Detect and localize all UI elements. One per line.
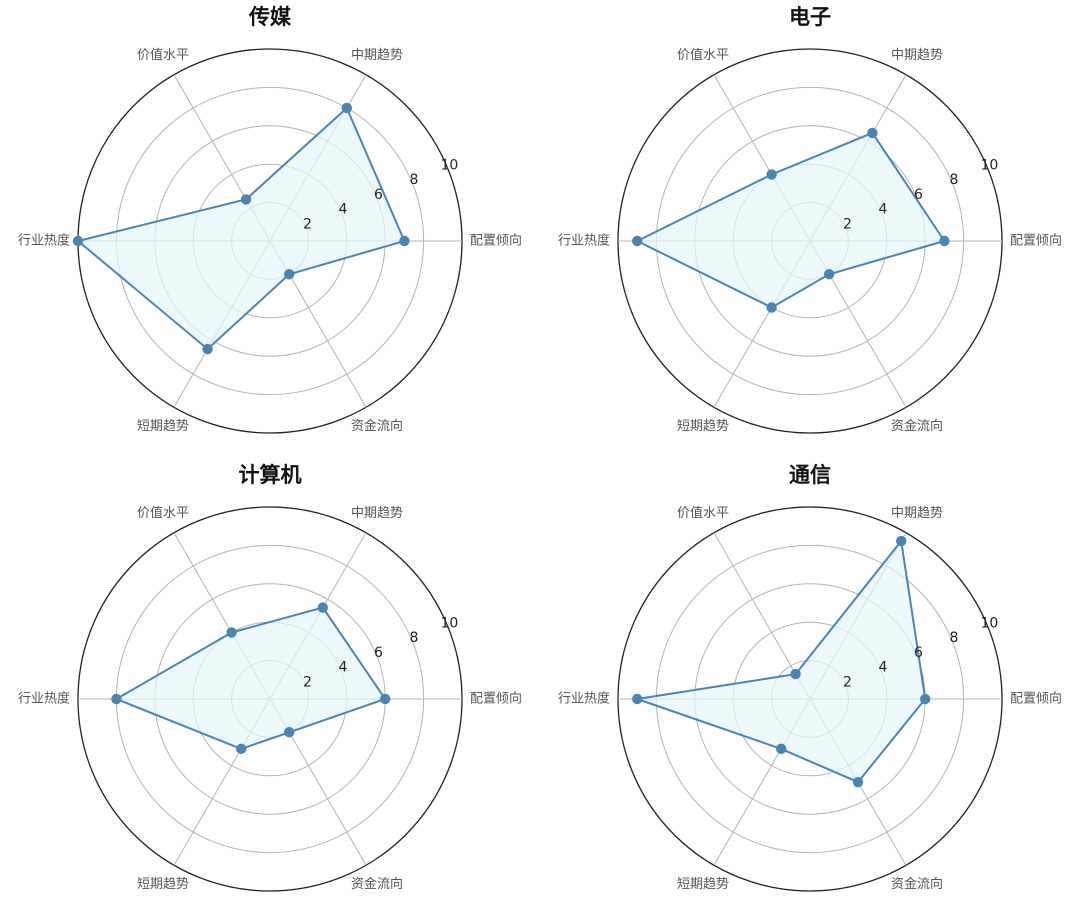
axis-label: 资金流向 [351,418,403,434]
radial-tick-label: 6 [914,187,923,203]
data-point [867,127,878,139]
data-point [632,235,643,247]
radial-tick-label: 4 [338,202,347,218]
data-point [920,693,931,705]
radial-tick-label: 2 [843,674,852,690]
radial-tick-label: 8 [409,630,418,646]
axis-label: 配置倾向 [1010,233,1062,249]
data-point [341,102,352,114]
chart-title: 计算机 [239,463,302,487]
data-point [766,169,777,180]
data-point [766,302,777,313]
data-point [284,727,295,738]
data-point [111,693,122,705]
axis-label: 资金流向 [351,876,403,892]
data-point [226,627,237,638]
radial-tick-label: 6 [914,645,923,661]
axis-label: 中期趋势 [351,47,403,63]
axis-label: 资金流向 [891,418,943,434]
chart-title: 通信 [789,463,831,487]
radar-panel-telecom: 2 4 6 8 10 配置倾向 中期趋势 价值水平行业热度短期趋势 资金流向 通信 [540,458,1080,917]
radial-tick-label: 4 [878,660,887,676]
radial-tick-label: 10 [440,616,458,632]
axis-label: 资金流向 [891,876,943,892]
axis-label: 价值水平 [677,505,729,521]
data-point [896,535,907,547]
data-point [240,194,252,205]
data-point [399,235,410,247]
data-point [284,269,295,280]
radial-tick-label: 4 [878,202,887,218]
radial-tick-label: 6 [374,187,383,203]
radial-tick-label: 8 [949,630,958,646]
axis-label: 价值水平 [137,47,189,63]
series-area [116,607,386,749]
axis-label: 行业热度 [558,233,610,249]
series-area [637,132,945,308]
radial-tick-label: 4 [338,660,347,676]
data-point [72,235,84,247]
data-point [236,743,247,755]
axis-label: 配置倾向 [470,233,522,249]
data-point [776,743,787,755]
radial-tick-label: 10 [440,158,458,174]
radial-tick-label: 6 [374,645,383,661]
radar-panel-media: 2 4 6 8 10 配置倾向 中期趋势 价值水平行业热度短期趋势 资金流向 传媒 [0,0,540,458]
series-area [637,541,926,783]
axis-label: 价值水平 [677,47,729,63]
axis-label: 短期趋势 [137,418,189,434]
radial-tick-label: 10 [980,616,998,632]
chart-title: 传媒 [248,5,292,29]
chart-title: 电子 [789,5,831,29]
axis-label: 短期趋势 [677,876,729,892]
axis-label: 行业热度 [558,691,610,707]
radial-tick-label: 2 [843,216,852,232]
data-point [939,235,950,247]
data-point [317,602,328,613]
axis-label: 配置倾向 [1010,691,1062,707]
axis-label: 中期趋势 [891,47,943,63]
axis-label: 配置倾向 [470,691,522,707]
axis-label: 短期趋势 [677,418,729,434]
axis-label: 价值水平 [137,505,189,521]
data-point [790,668,801,680]
radial-tick-label: 2 [303,674,312,690]
radial-tick-label: 2 [303,216,312,232]
radar-panel-computer: 2 4 6 8 10 配置倾向 中期趋势 价值水平行业热度短期趋势 资金流向 计算机 [0,458,540,917]
radial-tick-label: 8 [949,172,958,188]
axis-label: 行业热度 [18,691,70,707]
radar-panel-electronics: 2 4 6 8 10 配置倾向 中期趋势 价值水平行业热度短期趋势 资金流向 电子 [540,0,1080,458]
data-point [852,776,864,788]
series-area [78,108,405,350]
data-point [380,693,391,705]
data-point [632,693,643,705]
axis-label: 行业热度 [18,233,70,249]
radial-tick-label: 10 [980,158,998,174]
data-point [824,269,835,280]
axis-label: 短期趋势 [137,876,189,892]
axis-label: 中期趋势 [891,505,943,521]
radial-tick-label: 8 [409,172,418,188]
axis-label: 中期趋势 [351,505,403,521]
data-point [202,343,213,355]
